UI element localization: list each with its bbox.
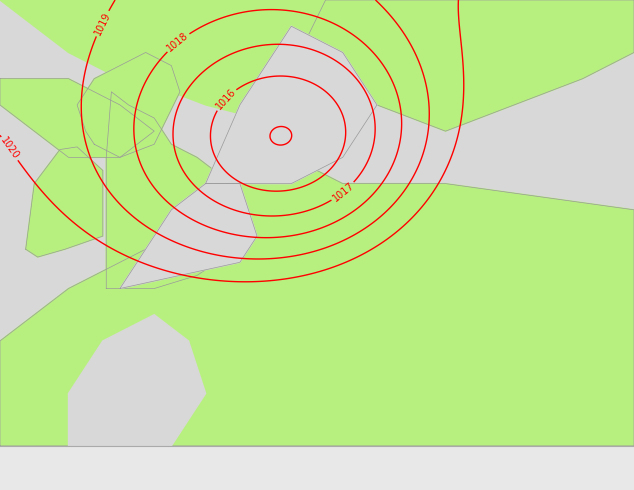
- Text: 1020: 1020: [0, 136, 21, 162]
- Polygon shape: [107, 92, 236, 289]
- Polygon shape: [0, 157, 634, 446]
- Polygon shape: [205, 26, 377, 184]
- Polygon shape: [0, 0, 463, 118]
- Text: Sa 25-05-2024 12:00 UTC (12+24): Sa 25-05-2024 12:00 UTC (12+24): [395, 464, 628, 477]
- Text: 1017: 1017: [330, 180, 356, 203]
- Text: 1019: 1019: [93, 10, 112, 37]
- Text: ©weatheronline.co.uk: ©weatheronline.co.uk: [503, 478, 628, 488]
- Polygon shape: [0, 79, 154, 157]
- Polygon shape: [120, 184, 257, 289]
- Polygon shape: [274, 0, 634, 131]
- Text: 1018: 1018: [165, 31, 191, 54]
- Polygon shape: [77, 52, 180, 157]
- Text: Surface pressure [hPa] ECMWF: Surface pressure [hPa] ECMWF: [6, 464, 216, 477]
- Polygon shape: [68, 315, 205, 446]
- Polygon shape: [26, 147, 103, 257]
- Polygon shape: [0, 315, 274, 446]
- Text: 1016: 1016: [214, 87, 238, 112]
